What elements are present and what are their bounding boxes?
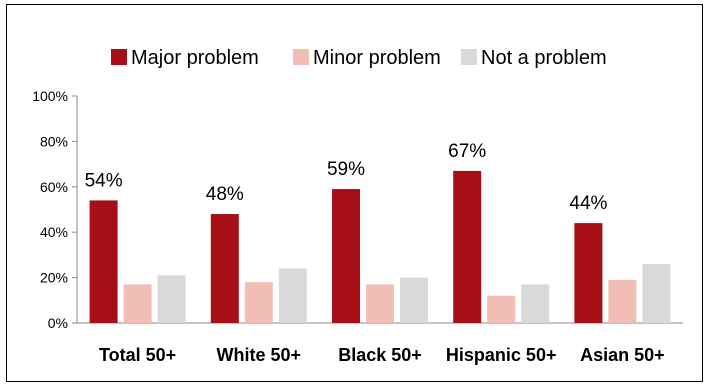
category-label-4: Asian 50+ — [580, 345, 665, 365]
data-label-3: 67% — [448, 141, 486, 162]
bar-1-0 — [123, 284, 152, 323]
bar-0-1 — [210, 214, 239, 323]
legend-swatch-2 — [461, 49, 477, 65]
legend-swatch-1 — [293, 49, 309, 65]
bar-0-0 — [89, 200, 118, 323]
bar-2-2 — [400, 277, 428, 323]
y-tick-label-5: 100% — [32, 88, 68, 104]
legend-label-0: Major problem — [131, 47, 259, 69]
y-tick-label-2: 40% — [40, 224, 68, 240]
bar-1-4 — [608, 279, 637, 323]
y-tick-label-0: 0% — [48, 315, 68, 331]
y-tick-label-3: 60% — [40, 179, 68, 195]
bar-2-1 — [278, 268, 307, 323]
bar-0-3 — [453, 170, 482, 323]
data-label-4: 44% — [569, 193, 607, 214]
data-label-2: 59% — [327, 159, 365, 180]
y-tick-label-4: 80% — [40, 133, 68, 149]
data-label-0: 54% — [85, 170, 123, 191]
category-label-1: White 50+ — [217, 345, 302, 365]
legend-label-2: Not a problem — [481, 47, 607, 69]
category-label-2: Black 50+ — [338, 345, 422, 365]
bar-2-0 — [157, 275, 186, 323]
bar-0-4 — [574, 223, 603, 323]
bar-1-3 — [487, 295, 516, 323]
bar-2-3 — [521, 284, 550, 323]
bar-2-4 — [642, 263, 671, 323]
legend-label-1: Minor problem — [313, 47, 441, 69]
category-label-0: Total 50+ — [99, 345, 176, 365]
bar-1-1 — [244, 282, 273, 323]
legend-swatch-0 — [111, 49, 127, 65]
bar-0-2 — [332, 189, 360, 323]
data-label-1: 48% — [206, 184, 244, 205]
bar-1-2 — [366, 284, 394, 323]
y-tick-label-1: 20% — [40, 270, 68, 286]
category-label-3: Hispanic 50+ — [446, 345, 557, 365]
